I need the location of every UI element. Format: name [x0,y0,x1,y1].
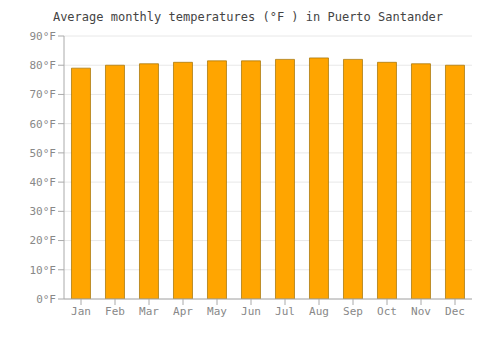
svg-text:Feb: Feb [105,305,125,318]
svg-text:Jul: Jul [275,305,295,318]
svg-text:40°F: 40°F [30,176,57,189]
svg-text:Jan: Jan [71,305,91,318]
svg-text:20°F: 20°F [30,234,57,247]
svg-text:Nov: Nov [411,305,431,318]
svg-text:May: May [207,305,227,318]
svg-text:Dec: Dec [445,305,465,318]
svg-text:60°F: 60°F [30,118,57,131]
svg-text:10°F: 10°F [30,264,57,277]
svg-text:Oct: Oct [377,305,397,318]
html-text:Average monthly temperatures (: Average monthly temperatures (°F ) in Pu… [52,10,444,24]
svg-text:Sep: Sep [343,305,363,318]
svg-text:50°F: 50°F [30,147,57,160]
svg-text:80°F: 80°F [30,59,57,72]
svg-text:Aug: Aug [309,305,329,318]
svg-text:Mar: Mar [139,305,159,318]
svg-text:90°F: 90°F [30,30,57,43]
svg-text:30°F: 30°F [30,205,57,218]
svg-text:70°F: 70°F [30,88,57,101]
svg-text:Jun: Jun [241,305,261,318]
svg-text:Apr: Apr [173,305,193,318]
svg-text:0°F: 0°F [36,293,56,306]
